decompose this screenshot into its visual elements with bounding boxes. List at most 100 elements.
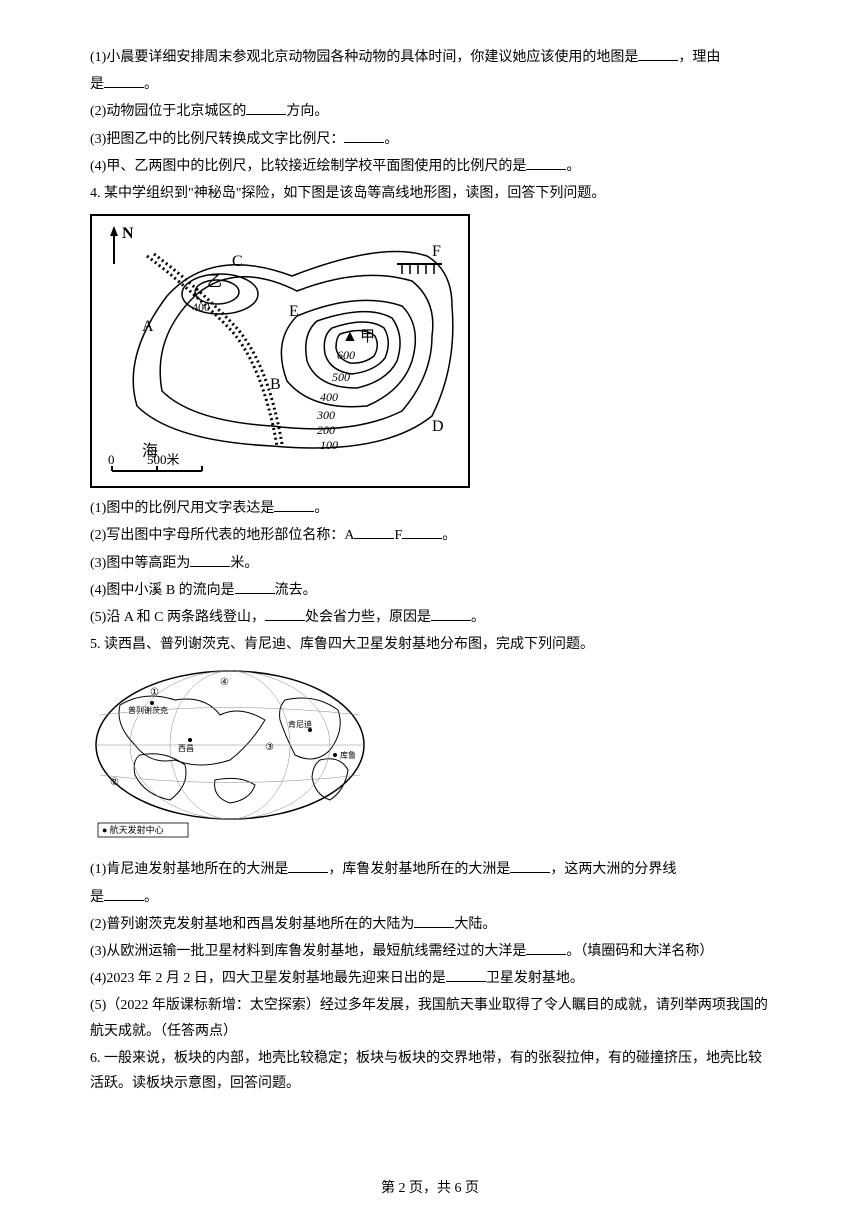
blank[interactable]: [104, 887, 144, 901]
text: 。: [314, 501, 328, 516]
num-2: ②: [110, 777, 119, 788]
q5-sub2: (2)普列谢茨克发射基地和西昌发射基地所在的大陆为 大陆。: [90, 912, 770, 937]
blank[interactable]: [431, 607, 471, 621]
text: 是: [90, 890, 104, 905]
site-kennedy: 肯尼迪: [288, 719, 312, 729]
text: 页，共: [406, 1181, 455, 1196]
text: 。: [442, 528, 456, 543]
q4-sub2: (2)写出图中字母所代表的地形部位名称：A F 。: [90, 523, 770, 548]
text: (5)沿 A 和 C 两条路线登山，: [90, 610, 265, 625]
blank[interactable]: [354, 525, 394, 539]
num-4: ④: [220, 677, 229, 688]
text: (1)小晨要详细安排周末参观北京动物园各种动物的具体时间，你建议她应该使用的地图…: [90, 50, 638, 65]
q3-sub2: (2)动物园位于北京城区的 方向。: [90, 99, 770, 124]
blank[interactable]: [638, 47, 678, 61]
blank[interactable]: [526, 156, 566, 170]
site-xichang: 西昌: [178, 744, 194, 753]
blank[interactable]: [190, 553, 230, 567]
text: F: [394, 528, 402, 543]
text: ，理由: [678, 50, 720, 65]
text: (3)把图乙中的比例尺转换成文字比例尺：: [90, 132, 344, 147]
q5-sub5: (5)（2022 年版课标新增：太空探索）经过多年发展，我国航天事业取得了令人瞩…: [90, 993, 770, 1043]
contour-400: 400: [192, 300, 210, 314]
text: 是: [90, 77, 104, 92]
text: (3)图中等高距为: [90, 556, 190, 571]
text: 方向。: [286, 104, 328, 119]
contour-200: 200: [317, 423, 335, 437]
label-jia: 甲: [360, 329, 375, 345]
text: 。（填圈码和大洋名称）: [566, 944, 713, 959]
q4-contour-map: N A B C D E F 乙 ▲ 甲 400 600: [90, 214, 470, 488]
text: 。: [566, 159, 580, 174]
text: (2)普列谢茨克发射基地和西昌发射基地所在的大陆为: [90, 917, 414, 932]
blank[interactable]: [414, 914, 454, 928]
world-svg: ① ② ③ ④ 普列谢茨克 西昌 肯尼迪 库鲁 ● 航天发射中心: [90, 665, 370, 840]
blank[interactable]: [246, 101, 286, 115]
q4-sub3: (3)图中等高距为 米。: [90, 551, 770, 576]
text: ，库鲁发射基地所在的大洲是: [328, 862, 510, 877]
label-C: C: [232, 253, 243, 270]
text: (5)（2022 年版课标新增：太空探索）经过多年发展，我国航天事业取得了令人瞩…: [90, 998, 768, 1038]
q5-sub1-line1: (1)肯尼迪发射基地所在的大洲是，库鲁发射基地所在的大洲是，这两大洲的分界线: [90, 857, 770, 882]
north-label: N: [122, 225, 134, 242]
q4-sub4: (4)图中小溪 B 的流向是流去。: [90, 578, 770, 603]
text: (4)图中小溪 B 的流向是: [90, 583, 235, 598]
q4-sub5: (5)沿 A 和 C 两条路线登山， 处会省力些，原因是 。: [90, 605, 770, 630]
contour-svg: N A B C D E F 乙 ▲ 甲 400 600: [92, 216, 468, 486]
page-num: 2: [399, 1181, 406, 1196]
q5-sub4: (4)2023 年 2 月 2 日，四大卫星发射基地最先迎来日出的是 卫星发射基地…: [90, 966, 770, 991]
q5-stem: 5. 读西昌、普列谢茨克、肯尼迪、库鲁四大卫星发射基地分布图，完成下列问题。: [90, 632, 770, 657]
text: 大陆。: [454, 917, 496, 932]
text: 卫星发射基地。: [486, 971, 584, 986]
num-1: ①: [150, 687, 159, 698]
blank[interactable]: [104, 74, 144, 88]
q3-sub1-line2: 是。: [90, 72, 770, 97]
label-D: D: [432, 418, 444, 435]
text: 米。: [230, 556, 258, 571]
num-3: ③: [265, 742, 274, 753]
blank[interactable]: [288, 859, 328, 873]
blank[interactable]: [235, 580, 275, 594]
blank[interactable]: [402, 525, 442, 539]
q5-sub1-line2: 是。: [90, 885, 770, 910]
text: (2)写出图中字母所代表的地形部位名称：A: [90, 528, 354, 543]
contour-100: 100: [320, 438, 338, 452]
text: 。: [471, 610, 485, 625]
q4-sub1: (1)图中的比例尺用文字表达是 。: [90, 496, 770, 521]
label-E: E: [289, 303, 299, 320]
legend: ● 航天发射中心: [102, 824, 164, 835]
blank[interactable]: [344, 129, 384, 143]
text: (4)甲、乙两图中的比例尺，比较接近绘制学校平面图使用的比例尺的是: [90, 159, 526, 174]
q3-sub4: (4)甲、乙两图中的比例尺，比较接近绘制学校平面图使用的比例尺的是 。: [90, 154, 770, 179]
blank[interactable]: [274, 498, 314, 512]
text: 。: [144, 890, 158, 905]
text: 处会省力些，原因是: [305, 610, 431, 625]
scale-500: 500米: [147, 452, 180, 467]
q3-sub3: (3)把图乙中的比例尺转换成文字比例尺：。: [90, 127, 770, 152]
text: 。: [144, 77, 158, 92]
contour-600: 600: [337, 348, 355, 362]
blank[interactable]: [265, 607, 305, 621]
text: 第: [381, 1181, 399, 1196]
text: (1)肯尼迪发射基地所在的大洲是: [90, 862, 288, 877]
contour-300: 300: [316, 408, 335, 422]
page-total: 6: [455, 1181, 462, 1196]
blank[interactable]: [510, 859, 550, 873]
q6-stem: 6. 一般来说，板块的内部，地壳比较稳定；板块与板块的交界地带，有的张裂拉伸，有…: [90, 1046, 770, 1096]
contour-500: 500: [332, 370, 350, 384]
text: (2)动物园位于北京城区的: [90, 104, 246, 119]
blank[interactable]: [446, 968, 486, 982]
q5-world-map: ① ② ③ ④ 普列谢茨克 西昌 肯尼迪 库鲁 ● 航天发射中心: [90, 665, 370, 849]
text: 5. 读西昌、普列谢茨克、肯尼迪、库鲁四大卫星发射基地分布图，完成下列问题。: [90, 637, 594, 652]
text: (4)2023 年 2 月 2 日，四大卫星发射基地最先迎来日出的是: [90, 971, 446, 986]
label-B: B: [270, 376, 281, 393]
text: 4. 某中学组织到"神秘岛"探险，如下图是该岛等高线地形图，读图，回答下列问题。: [90, 186, 605, 201]
blank[interactable]: [526, 941, 566, 955]
q5-sub3: (3)从欧洲运输一批卫星材料到库鲁发射基地，最短航线需经过的大洋是 。（填圈码和大…: [90, 939, 770, 964]
site-kourou: 库鲁: [340, 750, 356, 760]
q3-sub1-line1: (1)小晨要详细安排周末参观北京动物园各种动物的具体时间，你建议她应该使用的地图…: [90, 45, 770, 70]
cliff-icon: [397, 264, 442, 274]
text: (3)从欧洲运输一批卫星材料到库鲁发射基地，最短航线需经过的大洋是: [90, 944, 526, 959]
text: 6. 一般来说，板块的内部，地壳比较稳定；板块与板块的交界地带，有的张裂拉伸，有…: [90, 1051, 762, 1091]
text: (1)图中的比例尺用文字表达是: [90, 501, 274, 516]
